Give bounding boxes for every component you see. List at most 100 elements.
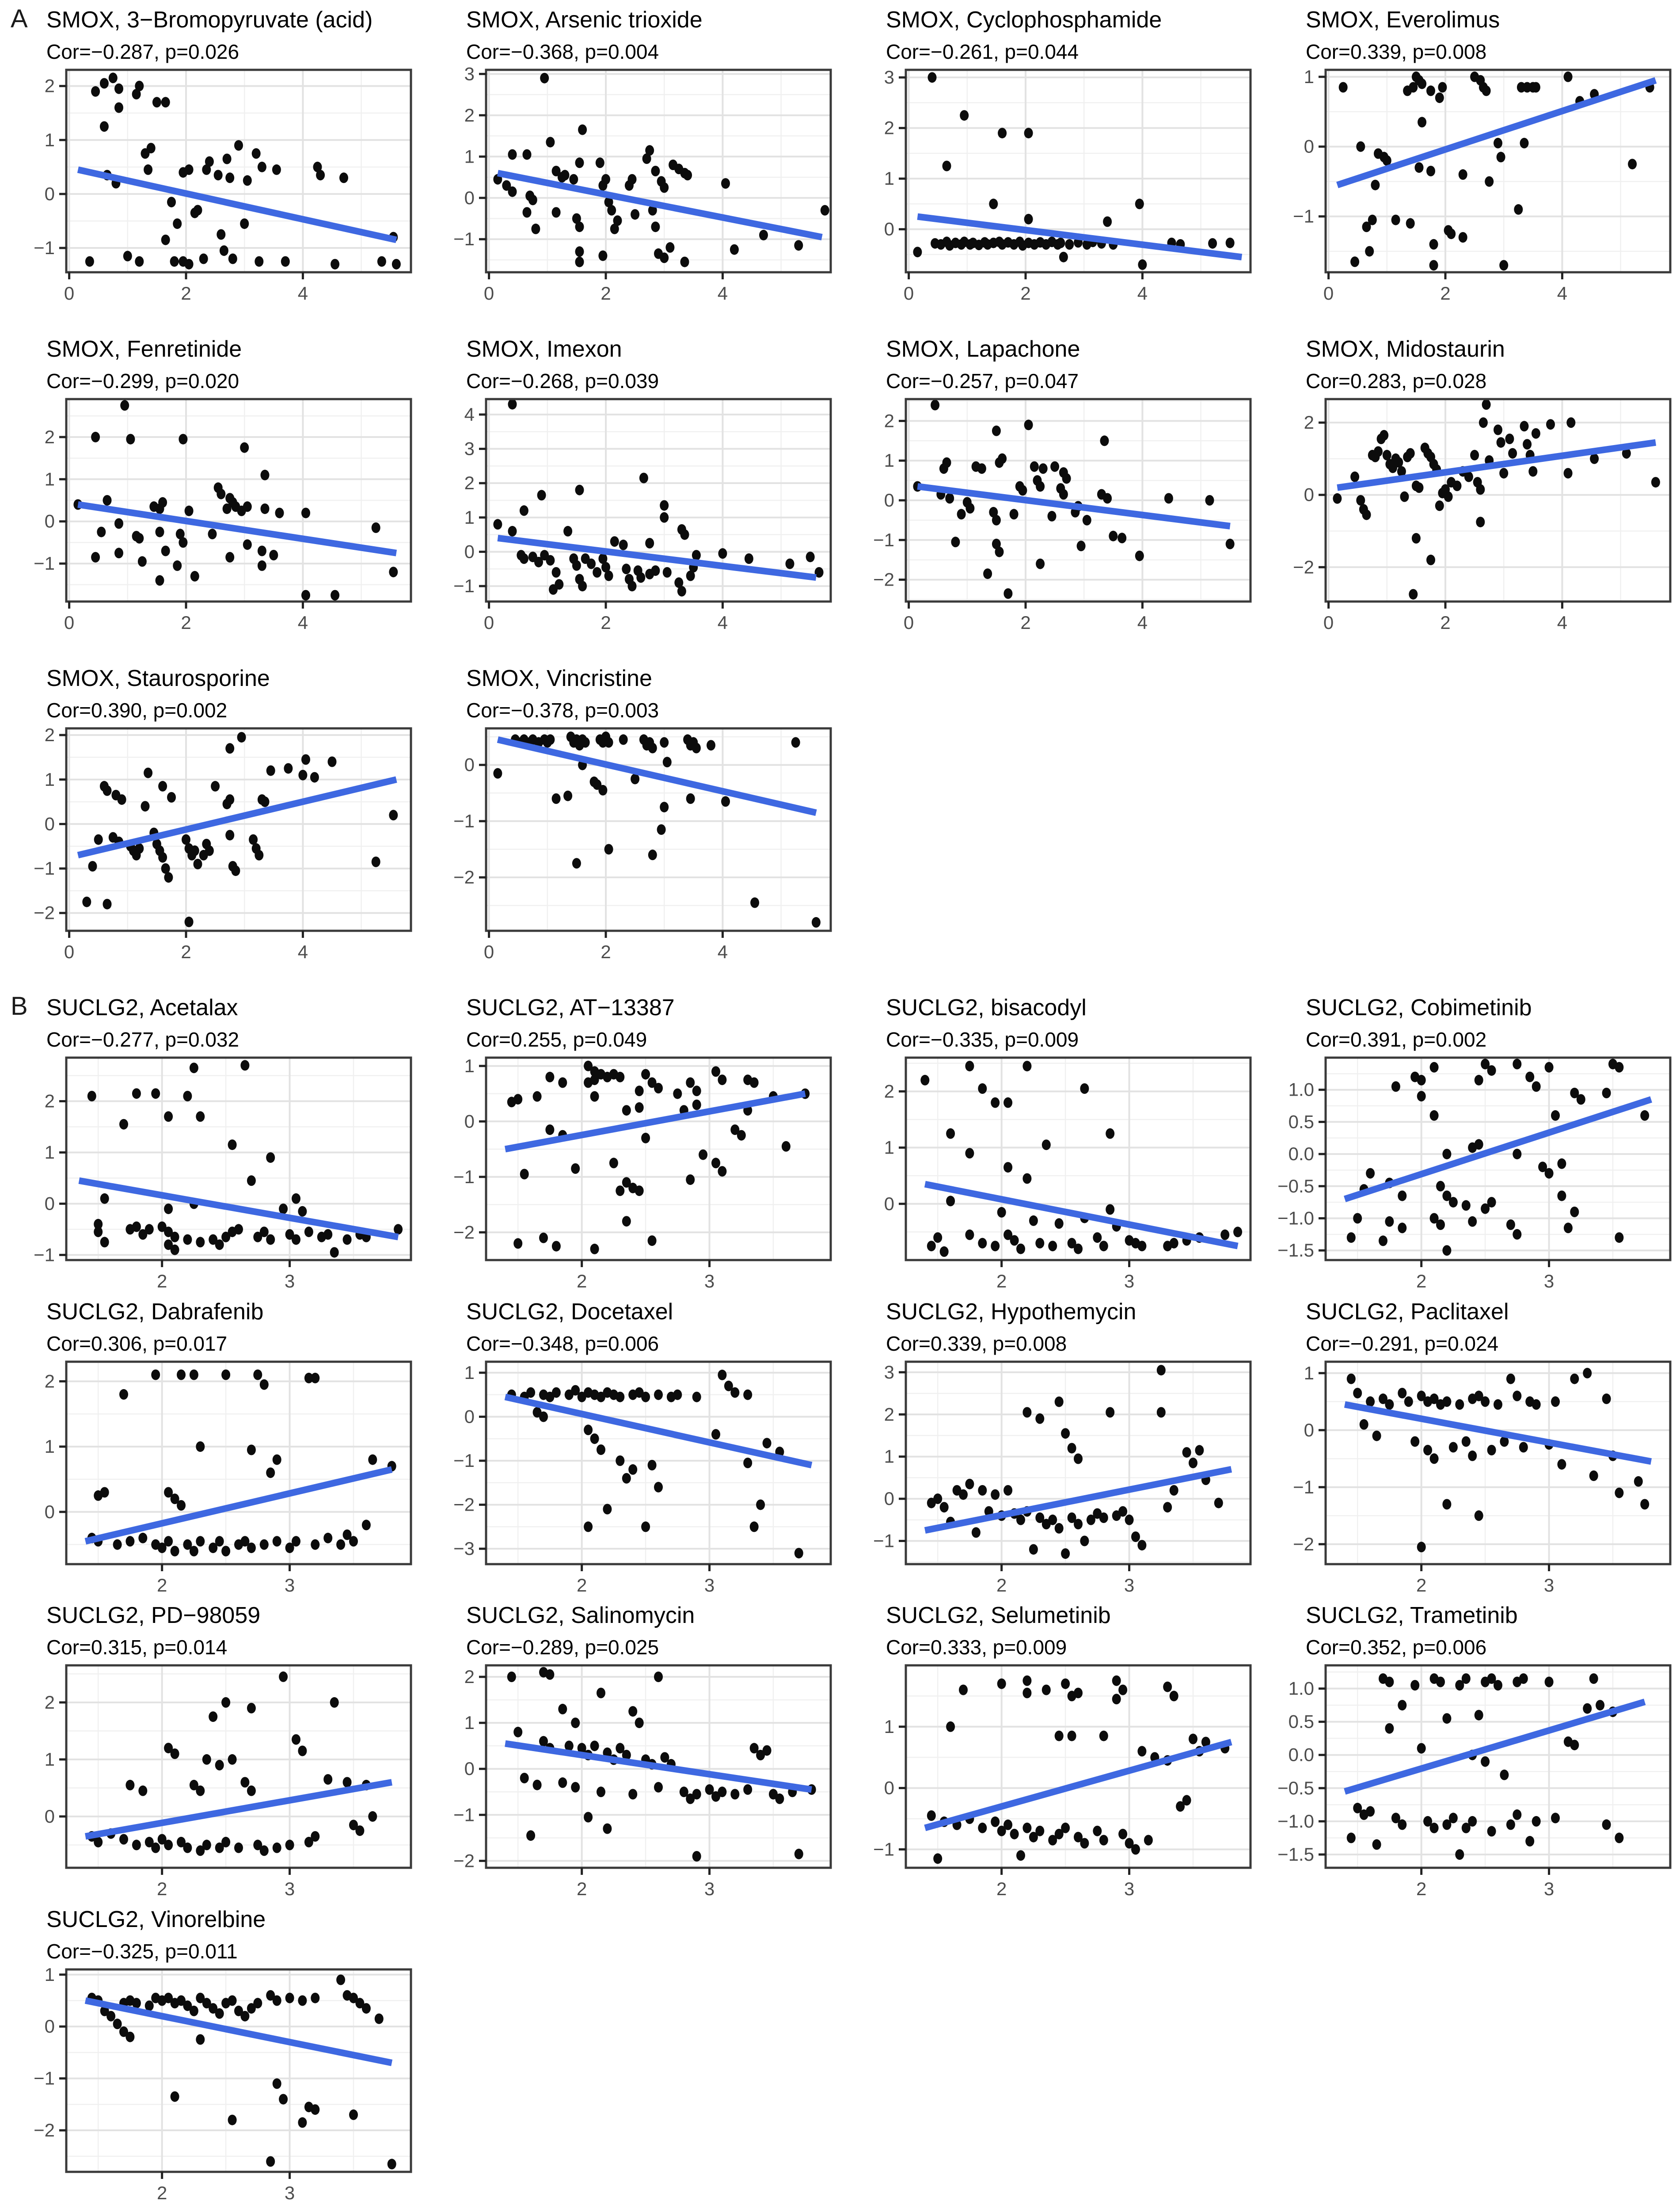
scatter-plot: 0 2 4 −2 −1 0 xyxy=(420,723,840,964)
chart-title: SMOX, 3−Bromopyruvate (acid) xyxy=(46,7,373,33)
svg-text:0: 0 xyxy=(464,1758,475,1779)
trend-line xyxy=(78,1177,399,1241)
scatter-plot: 0 2 4 0 1 2 3 xyxy=(840,65,1259,305)
grid-lines xyxy=(66,1665,411,1868)
scatter-chart-svg: 0 2 4 −1 0 1 2 xyxy=(34,398,412,633)
svg-text:−1: −1 xyxy=(34,553,55,574)
trend-line xyxy=(1337,439,1657,491)
svg-text:2: 2 xyxy=(157,2182,167,2203)
svg-text:1: 1 xyxy=(45,1142,55,1162)
chart-title: SMOX, Imexon xyxy=(466,336,622,362)
data-points xyxy=(493,72,829,267)
scatter-chart-svg: 2 3 0 1 2 xyxy=(45,1664,412,1899)
svg-text:−2: −2 xyxy=(34,903,55,923)
scatter-chart-svg: 2 3 −3 −2 −1 0 1 xyxy=(453,1360,832,1596)
svg-text:2: 2 xyxy=(884,410,894,431)
chart-subtitle: Cor=−0.299, p=0.020 xyxy=(46,369,239,392)
axis-ticks: 0 2 4 −1 0 1 2 3 xyxy=(453,65,728,304)
svg-text:2: 2 xyxy=(157,1271,167,1291)
chart-subtitle: Cor=0.352, p=0.006 xyxy=(1306,1635,1487,1659)
svg-text:−0.5: −0.5 xyxy=(1277,1778,1314,1798)
trend-line xyxy=(504,1090,806,1153)
panel-label-a: A xyxy=(11,4,28,33)
svg-text:2: 2 xyxy=(1020,283,1030,304)
scatter-plot: 0 2 4 −1 0 1 2 3 xyxy=(420,65,840,305)
axis-ticks: 2 3 −3 −2 −1 0 1 xyxy=(453,1362,715,1596)
chart-subtitle: Cor=−0.335, p=0.009 xyxy=(886,1028,1079,1051)
data-points xyxy=(85,72,401,270)
svg-text:0: 0 xyxy=(464,1406,475,1427)
svg-text:−0.5: −0.5 xyxy=(1277,1176,1314,1196)
svg-text:0: 0 xyxy=(64,941,74,962)
trend-line xyxy=(77,776,397,858)
axis-ticks: 0 2 4 −2 −1 0 1 2 xyxy=(34,724,308,962)
svg-text:3: 3 xyxy=(1544,1575,1554,1596)
chart-subtitle: Cor=−0.257, p=0.047 xyxy=(886,369,1079,392)
scatter-chart-cell-suclg2-trametinib: SUCLG2, Trametinib Cor=0.352, p=0.006 2 3… xyxy=(1259,1596,1679,1900)
trend-line xyxy=(917,213,1243,260)
scatter-chart-svg: 0 2 4 −2 −1 0 1 2 xyxy=(873,398,1252,633)
svg-text:−1: −1 xyxy=(34,2068,55,2088)
chart-title: SMOX, Everolimus xyxy=(1306,7,1500,33)
scatter-plot: 2 3 0 1 2 xyxy=(0,1660,420,1901)
trend-line xyxy=(917,483,1231,529)
trend-line xyxy=(77,166,397,243)
grid-lines xyxy=(66,69,411,272)
scatter-plot: 2 3 −2 −1 0 1 xyxy=(0,1964,420,2205)
svg-text:−1: −1 xyxy=(453,1450,475,1471)
svg-text:1: 1 xyxy=(464,1055,475,1076)
trend-line xyxy=(84,1466,393,1545)
scatter-chart-cell-smox-lapachone: SMOX, Lapachone Cor=−0.257, p=0.047 0 2 4 −… xyxy=(840,329,1259,659)
svg-text:3: 3 xyxy=(704,1575,715,1596)
svg-text:0: 0 xyxy=(884,1777,894,1798)
trend-line xyxy=(1344,1401,1652,1465)
svg-text:3: 3 xyxy=(285,1878,295,1899)
scatter-plot: 2 3 −2 −1 0 1 2 xyxy=(420,1660,840,1901)
axis-ticks: 2 3 −2 −1 0 1 xyxy=(453,1055,715,1291)
trend-line xyxy=(85,1778,392,1840)
svg-text:−1: −1 xyxy=(453,1804,475,1825)
svg-text:4: 4 xyxy=(718,283,728,304)
svg-text:1: 1 xyxy=(884,1446,894,1466)
chart-subtitle: Cor=−0.368, p=0.004 xyxy=(466,40,659,63)
axis-ticks: 2 3 −1.5 −1.0 −0.5 0.0 0.5 1.0 xyxy=(1277,1079,1554,1291)
chart-subtitle: Cor=0.255, p=0.049 xyxy=(466,1028,647,1051)
chart-title: SUCLG2, PD−98059 xyxy=(46,1603,261,1628)
svg-text:−1: −1 xyxy=(453,811,475,831)
svg-text:−1: −1 xyxy=(873,1530,894,1551)
axis-ticks: 2 3 −2 −1 0 1 xyxy=(1293,1363,1554,1596)
svg-text:3: 3 xyxy=(1124,1271,1134,1291)
svg-text:2: 2 xyxy=(157,1878,167,1899)
scatter-chart-svg: 2 3 0 1 2 xyxy=(884,1056,1252,1291)
chart-subtitle: Cor=0.391, p=0.002 xyxy=(1306,1028,1487,1051)
chart-subtitle: Cor=−0.348, p=0.006 xyxy=(466,1332,659,1355)
scatter-plot: 0 2 4 −1 0 1 xyxy=(1259,65,1679,305)
svg-text:0: 0 xyxy=(45,1806,55,1827)
svg-text:−1: −1 xyxy=(453,575,475,596)
svg-text:0: 0 xyxy=(45,2016,55,2037)
svg-text:2: 2 xyxy=(601,612,611,633)
svg-text:2: 2 xyxy=(45,1090,55,1111)
axis-ticks: 0 2 4 −2 −1 0 xyxy=(453,754,728,962)
svg-text:3: 3 xyxy=(285,1271,295,1291)
svg-text:0: 0 xyxy=(1323,612,1334,633)
svg-text:−1: −1 xyxy=(1293,1477,1314,1497)
scatter-chart-svg: 0 2 4 −2 −1 0 xyxy=(453,727,832,962)
svg-text:−1.5: −1.5 xyxy=(1277,1240,1314,1261)
svg-text:4: 4 xyxy=(1557,612,1567,633)
svg-text:3: 3 xyxy=(1124,1575,1134,1596)
grid-lines xyxy=(906,399,1250,602)
grid-lines xyxy=(1326,1665,1670,1868)
scatter-chart-cell-suclg2-bisacodyl: SUCLG2, bisacodyl Cor=−0.335, p=0.009 2 3… xyxy=(840,988,1259,1292)
data-points xyxy=(73,400,398,601)
svg-text:0: 0 xyxy=(884,1488,894,1509)
scatter-chart-cell-smox-vincristine: SMOX, Vincristine Cor=−0.378, p=0.003 0 2… xyxy=(420,659,840,988)
svg-text:2: 2 xyxy=(1416,1271,1426,1291)
scatter-chart-svg: 0 2 4 −2 0 2 xyxy=(1293,398,1672,633)
svg-text:−3: −3 xyxy=(453,1538,475,1559)
scatter-plot: 2 3 −1 0 1 2 xyxy=(0,1052,420,1293)
scatter-plot: 2 3 0 1 2 xyxy=(0,1356,420,1597)
svg-text:4: 4 xyxy=(298,283,308,304)
scatter-chart-cell-suclg2-selumetinib: SUCLG2, Selumetinib Cor=0.333, p=0.009 2… xyxy=(840,1596,1259,1900)
